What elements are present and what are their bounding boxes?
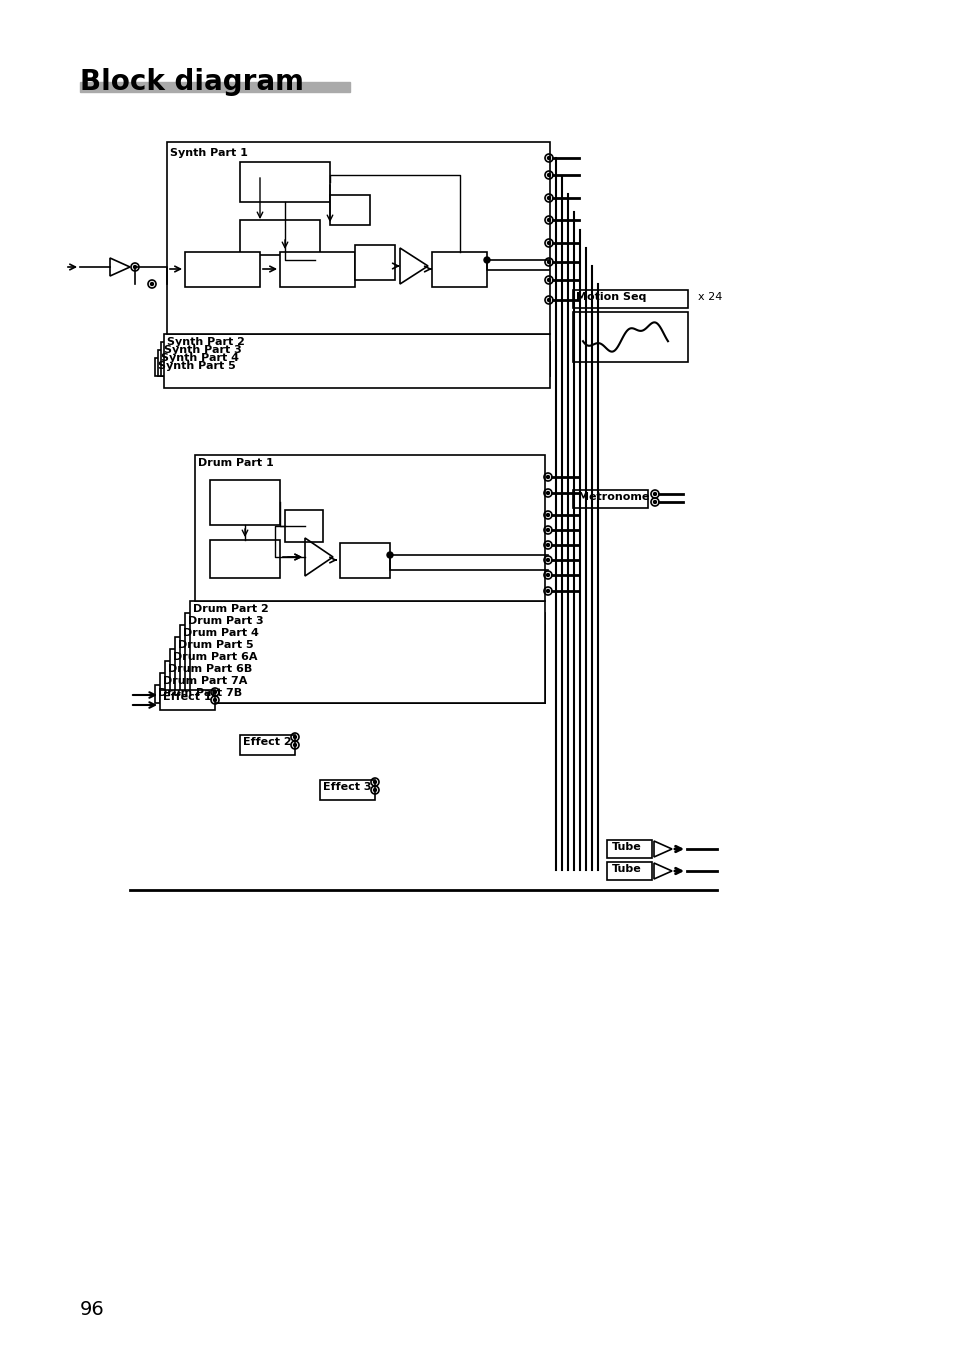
Text: Drum Part 3: Drum Part 3 [188,616,263,626]
Text: Tube: Tube [612,865,641,874]
Circle shape [547,242,550,245]
Text: Drum Part 7B: Drum Part 7B [158,688,242,698]
Bar [240,735,294,755]
Text: Metronome: Metronome [578,492,649,503]
Circle shape [546,492,549,494]
Circle shape [653,493,656,496]
Circle shape [294,743,296,747]
Text: Effect 2: Effect 2 [243,738,292,747]
Circle shape [547,196,550,200]
Text: Drum Part 5: Drum Part 5 [178,640,253,650]
Bar [154,685,544,703]
Bar [170,648,544,703]
Bar [606,862,651,880]
Text: Drum Part 6B: Drum Part 6B [168,663,252,674]
Circle shape [546,574,549,577]
Circle shape [547,157,550,159]
Text: Drum Part 1: Drum Part 1 [198,458,274,467]
Bar [185,613,544,703]
Text: Synth Part 2: Synth Part 2 [167,336,245,347]
Bar [158,350,550,376]
Circle shape [547,278,550,281]
Circle shape [546,513,549,516]
Bar [573,312,687,362]
Bar [432,253,486,286]
Circle shape [546,543,549,547]
Bar [280,253,355,286]
Bar [573,490,647,508]
Circle shape [546,589,549,593]
Circle shape [374,789,376,792]
Circle shape [547,173,550,177]
Bar [165,661,544,703]
Circle shape [546,476,549,478]
Bar [240,162,330,203]
Bar [174,638,544,703]
Bar [210,480,280,526]
Bar [161,342,550,376]
Circle shape [294,735,296,739]
Bar [194,455,544,601]
Bar [210,540,280,578]
Circle shape [546,558,549,562]
Bar [185,253,260,286]
Text: Block diagram: Block diagram [80,68,304,96]
Bar [330,195,370,226]
Text: Synth Part 4: Synth Part 4 [161,353,239,363]
Bar [573,290,687,308]
Circle shape [387,553,393,558]
Text: 96: 96 [80,1300,105,1319]
Text: Effect 1: Effect 1 [163,692,212,703]
Text: Drum Part 6A: Drum Part 6A [172,653,257,662]
Bar [190,601,544,703]
Bar [154,358,550,376]
Text: Effect 3: Effect 3 [323,782,371,792]
Bar [164,334,550,388]
Bar [355,245,395,280]
Circle shape [653,500,656,504]
Text: Motion Seq: Motion Seq [576,292,646,303]
Bar [160,673,544,703]
Text: Synth Part 3: Synth Part 3 [164,345,241,355]
Circle shape [547,299,550,301]
Text: Drum Part 4: Drum Part 4 [183,628,258,638]
Circle shape [213,698,216,701]
Text: x 24: x 24 [698,292,721,303]
Text: Synth Part 5: Synth Part 5 [158,361,235,372]
Bar [339,543,390,578]
Text: Drum Part 2: Drum Part 2 [193,604,269,613]
Circle shape [546,528,549,531]
Text: Synth Part 1: Synth Part 1 [170,149,248,158]
Bar [319,780,375,800]
Circle shape [374,781,376,784]
Bar [240,220,319,255]
Circle shape [547,219,550,222]
Circle shape [133,266,136,269]
Circle shape [547,261,550,263]
Circle shape [213,690,216,693]
Text: Tube: Tube [612,842,641,852]
Bar [167,142,550,334]
Bar [80,82,350,92]
Bar [180,626,544,703]
Bar [285,509,323,542]
Circle shape [483,257,490,263]
Bar [160,690,214,711]
Circle shape [151,282,153,285]
Text: Drum Part 7A: Drum Part 7A [163,676,247,686]
Bar [606,840,651,858]
